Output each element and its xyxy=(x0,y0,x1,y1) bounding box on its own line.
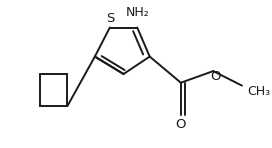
Text: O: O xyxy=(211,70,221,83)
Text: CH₃: CH₃ xyxy=(247,85,270,98)
Text: NH₂: NH₂ xyxy=(125,6,149,19)
Text: O: O xyxy=(176,118,186,131)
Text: S: S xyxy=(106,12,114,25)
